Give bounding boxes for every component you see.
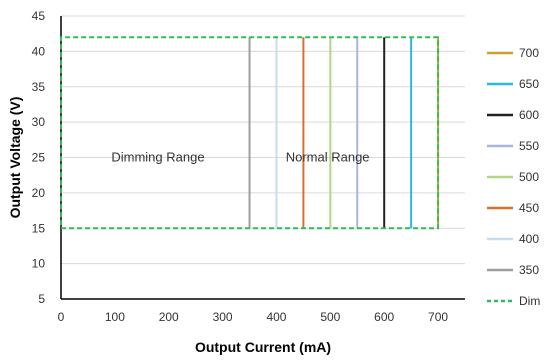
annotation-label: Normal Range <box>286 150 370 165</box>
y-tick-label: 25 <box>32 151 46 165</box>
legend: 700 650 600 550 500 450 400 350 Dim <box>487 46 540 308</box>
legend-label: 700 <box>519 46 539 60</box>
x-tick-label: 200 <box>159 310 179 324</box>
tick-labels: 0 100 200 300 400 500 600 700 5 10 15 20 25 30 35 40 45 <box>32 9 449 324</box>
legend-label: 550 <box>519 139 539 153</box>
y-tick-label: 35 <box>32 80 46 94</box>
x-tick-label: 400 <box>266 310 286 324</box>
x-tick-label: 0 <box>58 310 65 324</box>
y-tick-label: 15 <box>32 221 46 235</box>
x-tick-label: 600 <box>374 310 394 324</box>
x-tick-label: 700 <box>428 310 448 324</box>
legend-label: Dim <box>519 294 540 308</box>
grid-lines <box>61 15 465 265</box>
legend-label: 450 <box>519 201 539 215</box>
annotation-label: Dimming Range <box>111 150 204 165</box>
x-tick-label: 100 <box>105 310 125 324</box>
legend-label: 600 <box>519 108 539 122</box>
y-tick-label: 10 <box>32 257 46 271</box>
legend-label: 500 <box>519 170 539 184</box>
x-tick-label: 300 <box>213 310 233 324</box>
legend-label: 400 <box>519 232 539 246</box>
series-lines <box>60 36 440 230</box>
y-tick-label: 45 <box>32 9 46 23</box>
y-axis-title: Output Voltage (V) <box>7 97 23 219</box>
series-line-dim <box>60 36 440 230</box>
y-tick-label: 5 <box>38 292 45 306</box>
legend-label: 650 <box>519 77 539 91</box>
x-axis-title: Output Current (mA) <box>195 339 331 355</box>
y-tick-label: 30 <box>32 115 46 129</box>
x-tick-label: 500 <box>320 310 340 324</box>
y-tick-label: 40 <box>32 44 46 58</box>
annotations: Dimming Range Normal Range <box>111 150 369 165</box>
y-tick-label: 20 <box>32 186 46 200</box>
legend-label: 350 <box>519 263 539 277</box>
